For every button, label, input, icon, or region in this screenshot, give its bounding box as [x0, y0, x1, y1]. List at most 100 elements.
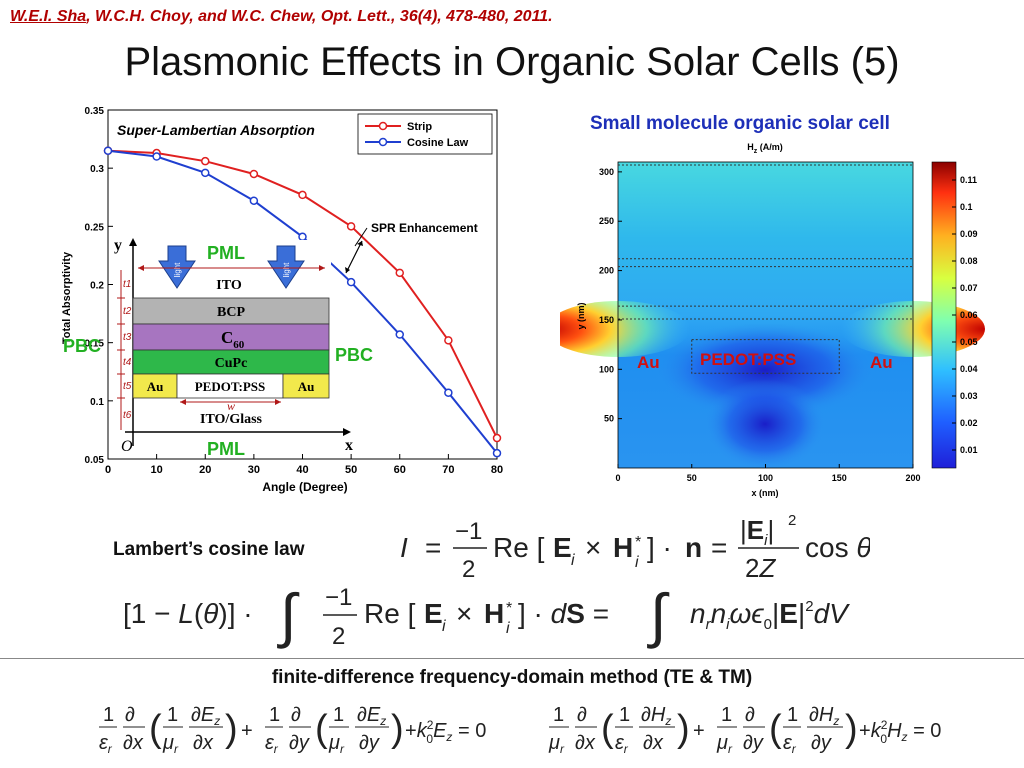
light-arrow-right: light	[267, 245, 305, 289]
data-point-cosine	[395, 330, 404, 339]
data-point-cosine	[103, 146, 113, 155]
t5-label: t5	[123, 381, 132, 392]
svg-text:2: 2	[462, 556, 475, 583]
heatmap-ticks: 0 50 100 150 200 50 100 150 200 250 300	[599, 167, 921, 483]
svg-text:E: E	[553, 532, 572, 563]
colorbar-tick-label: 0.1	[960, 202, 973, 212]
t3-label: t3	[123, 332, 132, 343]
svg-text:I: I	[400, 532, 408, 563]
structure-schematic: y x O light light PML ITO BCP C60 CuPc A…	[63, 237, 373, 459]
y-axis-name: y	[114, 237, 122, 254]
x-tick-label: 70	[442, 464, 454, 476]
au-right-label: Au	[298, 379, 315, 394]
heatmap-area	[560, 161, 985, 469]
data-point-cosine	[249, 196, 259, 205]
citation-text: , W.C.H. Choy, and W.C. Chew, Opt. Lett.…	[86, 8, 549, 25]
legend-box	[357, 113, 493, 155]
svg-text:μr: μr	[716, 732, 733, 756]
svg-text:∂Hz: ∂Hz	[641, 704, 671, 728]
svg-text:E: E	[424, 598, 443, 629]
absorption-equation: [1 − L(θ)] · ∫ −1 2 Re [ E i × H * i ] ·…	[123, 582, 850, 650]
data-point-strip	[444, 336, 453, 345]
au-right-rect	[282, 373, 330, 399]
data-point-strip	[492, 433, 502, 443]
svg-text:∫: ∫	[647, 582, 670, 649]
svg-text:=: =	[711, 532, 727, 563]
svg-text:∂Hz: ∂Hz	[809, 704, 839, 728]
t2-label: t2	[123, 306, 132, 317]
colorbar-tick-label: 0.04	[960, 364, 978, 374]
colorbar-tick-label: 0.02	[960, 418, 978, 428]
svg-text:1: 1	[619, 704, 630, 726]
spr-arrow	[345, 240, 363, 274]
svg-text:∂: ∂	[577, 704, 587, 726]
x-axis-name: x	[345, 437, 353, 454]
layer-ito: ITO	[216, 278, 242, 293]
citation-author: W.E.I. Sha	[10, 8, 87, 25]
svg-text:∂: ∂	[291, 704, 301, 726]
layer-ito-glass: ITO/Glass	[200, 412, 263, 427]
svg-text:×: ×	[585, 532, 601, 563]
svg-text:2Z: 2Z	[745, 553, 776, 583]
y-tick-label: 0.35	[85, 106, 105, 117]
legend-cosine-marker	[378, 137, 388, 147]
svg-text:∂Ez: ∂Ez	[191, 704, 220, 728]
y-tick-label: 0.05	[85, 455, 105, 466]
layer-bcp: BCP	[217, 305, 245, 320]
map-au-right: Au	[870, 353, 893, 372]
pedot-boundary	[691, 339, 840, 374]
pml-top-label: PML	[207, 243, 245, 263]
au-left-label: Au	[147, 379, 164, 394]
map-y-tick-label: 50	[604, 414, 614, 424]
map-x-tick-label: 200	[905, 473, 920, 483]
light-label-left: light	[173, 262, 182, 277]
layer-c60: C60	[221, 328, 245, 351]
data-point-cosine	[444, 388, 453, 397]
svg-text:∂y: ∂y	[743, 732, 764, 754]
svg-text:(: (	[601, 708, 614, 750]
svg-text:1: 1	[721, 704, 732, 726]
svg-text:n: n	[685, 532, 702, 563]
spr-leader	[354, 227, 368, 247]
svg-text:*: *	[506, 600, 512, 617]
svg-text:εr: εr	[615, 732, 629, 756]
te-equation: 1 εr ∂ ∂x ( 1 μr ∂Ez ∂x ) + 1 εr ∂ ∂y ( 1 μr ∂E…	[99, 704, 486, 756]
svg-text:=: =	[425, 532, 441, 563]
field-map-figure: 0 50 100 150 200 50 100 150 200 250 300 Hz (A/m) x…	[560, 142, 985, 498]
svg-text:∂x: ∂x	[123, 732, 144, 754]
y-axis-arrow	[129, 238, 137, 246]
svg-text:∂y: ∂y	[811, 732, 832, 754]
data-point-cosine	[492, 448, 502, 458]
svg-text:[1 − L(θ)] ·: [1 − L(θ)] ·	[123, 598, 253, 629]
svg-text:μr: μr	[548, 732, 565, 756]
layer-cupc: CuPc	[215, 356, 248, 371]
svg-text:(: (	[149, 708, 162, 750]
legend-strip-label: Strip	[407, 121, 432, 133]
x-axis-label: Angle (Degree)	[262, 480, 347, 494]
svg-text:1: 1	[269, 704, 280, 726]
svg-text:i: i	[506, 620, 510, 637]
method-label: finite-difference frequency-domain metho…	[271, 667, 753, 688]
colorbar-tick-label: 0.07	[960, 283, 978, 293]
heatmap-xlabel: x (nm)	[752, 488, 779, 498]
legend: Strip Cosine Law	[357, 113, 493, 155]
map-pedot-label: PEDOT:PSS	[700, 350, 796, 369]
svg-text:i: i	[571, 552, 575, 569]
spr-annotation: SPR Enhancement	[371, 221, 478, 235]
spr-arrow-head-bottom	[345, 267, 350, 273]
svg-text:1: 1	[333, 704, 344, 726]
map-y-tick-label: 150	[599, 315, 614, 325]
svg-text:∂y: ∂y	[359, 732, 380, 754]
svg-text:μr: μr	[162, 732, 179, 756]
lambert-equation: I = −1 2 Re [ E i × H * i ] · n = |Ei| 2…	[400, 512, 870, 583]
svg-text:εr: εr	[783, 732, 797, 756]
colorbar-tick-label: 0.08	[960, 256, 978, 266]
svg-text:εr: εr	[99, 732, 113, 756]
map-x-tick-label: 150	[832, 473, 847, 483]
cold-region-center	[655, 322, 875, 418]
slide-title: Plasmonic Effects in Organic Solar Cells…	[124, 40, 900, 84]
layer-bcp-rect	[132, 297, 330, 325]
thickness-markers	[117, 270, 125, 430]
t6-label: t6	[123, 410, 132, 421]
